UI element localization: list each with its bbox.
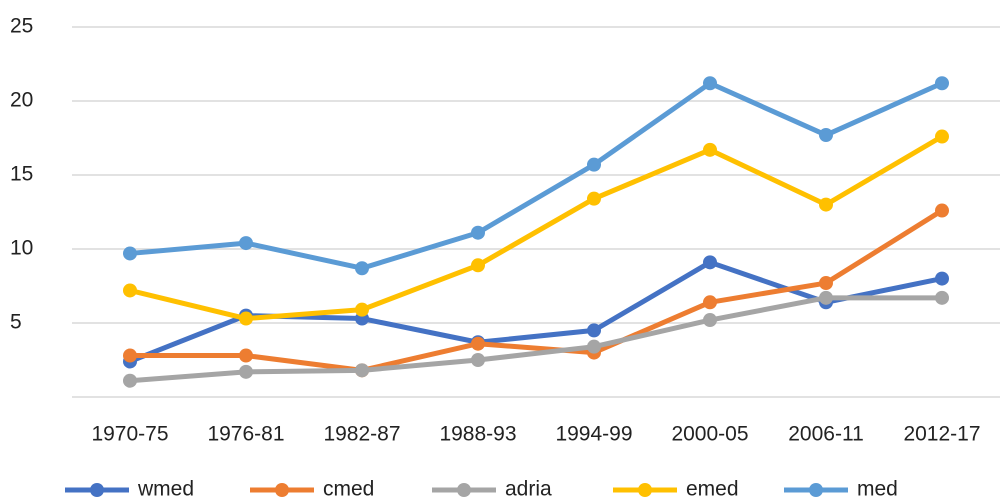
point bbox=[935, 271, 949, 286]
x-tick-label: 1976-81 bbox=[207, 423, 284, 446]
point bbox=[123, 373, 137, 388]
point bbox=[819, 128, 833, 143]
y-tick-label: 10 bbox=[10, 237, 33, 260]
point bbox=[587, 323, 601, 338]
y-tick-label: 25 bbox=[10, 15, 33, 38]
point bbox=[703, 295, 717, 310]
point bbox=[239, 236, 253, 251]
legend-marker bbox=[809, 483, 823, 497]
x-tick-label: 1970-75 bbox=[91, 423, 168, 446]
legend-marker bbox=[457, 483, 471, 497]
point bbox=[355, 302, 369, 317]
y-tick-label: 5 bbox=[10, 311, 22, 334]
point bbox=[703, 255, 717, 270]
x-tick-label: 2006-11 bbox=[788, 423, 864, 446]
point bbox=[471, 258, 485, 273]
y-tick-label: 20 bbox=[10, 89, 33, 112]
x-tick-label: 1982-87 bbox=[323, 423, 400, 446]
point bbox=[471, 336, 485, 351]
point bbox=[123, 246, 137, 261]
series-line bbox=[129, 134, 944, 322]
point bbox=[819, 276, 833, 291]
point bbox=[471, 353, 485, 367]
legend-label: adria bbox=[505, 478, 552, 501]
legend-marker bbox=[638, 483, 652, 497]
series-line bbox=[129, 295, 942, 384]
point bbox=[935, 129, 949, 144]
point bbox=[703, 76, 717, 91]
series-line bbox=[129, 80, 944, 271]
point bbox=[819, 197, 833, 212]
point bbox=[239, 364, 253, 379]
y-tick-label: 15 bbox=[10, 163, 33, 186]
point bbox=[703, 142, 717, 157]
point bbox=[123, 283, 137, 298]
legend-label: emed bbox=[686, 478, 739, 501]
point bbox=[587, 191, 601, 206]
point bbox=[935, 76, 949, 91]
point bbox=[239, 311, 253, 326]
point bbox=[587, 157, 601, 172]
x-tick-label: 1988-93 bbox=[439, 423, 516, 446]
legend-marker bbox=[90, 483, 104, 497]
point bbox=[935, 290, 949, 305]
point bbox=[819, 290, 833, 305]
legend-label: med bbox=[857, 478, 898, 501]
point bbox=[123, 348, 137, 363]
point bbox=[587, 339, 601, 354]
legend-label: cmed bbox=[323, 478, 374, 501]
point bbox=[703, 313, 717, 328]
x-tick-label: 2000-05 bbox=[671, 423, 748, 446]
x-tick-label: 2012-17 bbox=[903, 423, 980, 446]
point bbox=[471, 225, 485, 240]
x-tick-label: 1994-99 bbox=[555, 423, 632, 446]
legend-marker bbox=[275, 483, 289, 497]
point bbox=[935, 203, 949, 218]
series-line bbox=[130, 208, 944, 373]
legend-label: wmed bbox=[137, 478, 194, 501]
point bbox=[355, 363, 369, 378]
point bbox=[239, 348, 253, 363]
point bbox=[355, 261, 369, 276]
